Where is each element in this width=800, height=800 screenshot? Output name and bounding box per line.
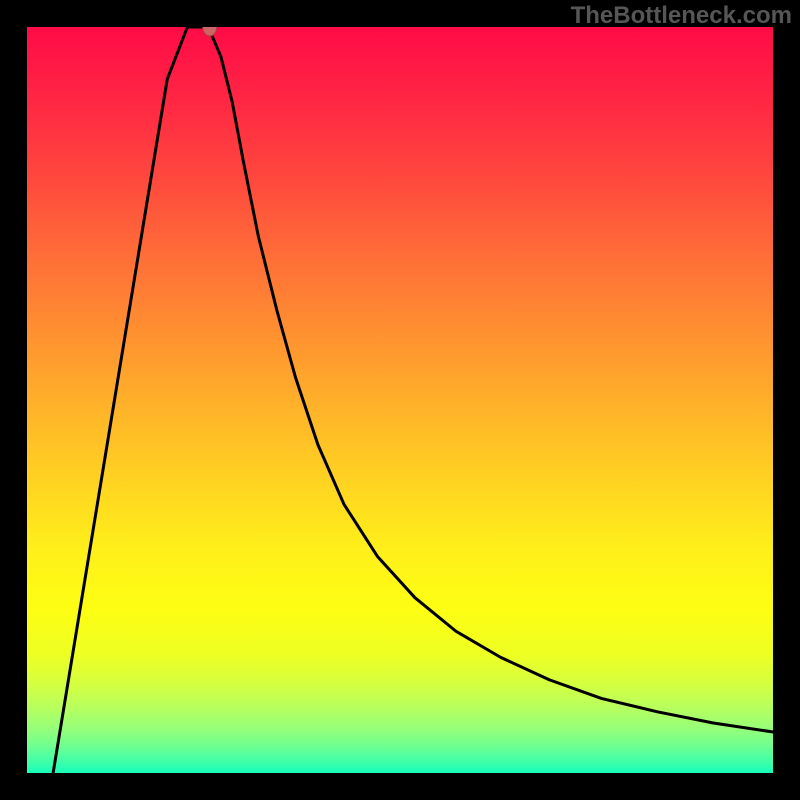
chart-svg xyxy=(0,0,800,800)
plot-background xyxy=(27,27,773,773)
bottleneck-chart: TheBottleneck.com xyxy=(0,0,800,800)
